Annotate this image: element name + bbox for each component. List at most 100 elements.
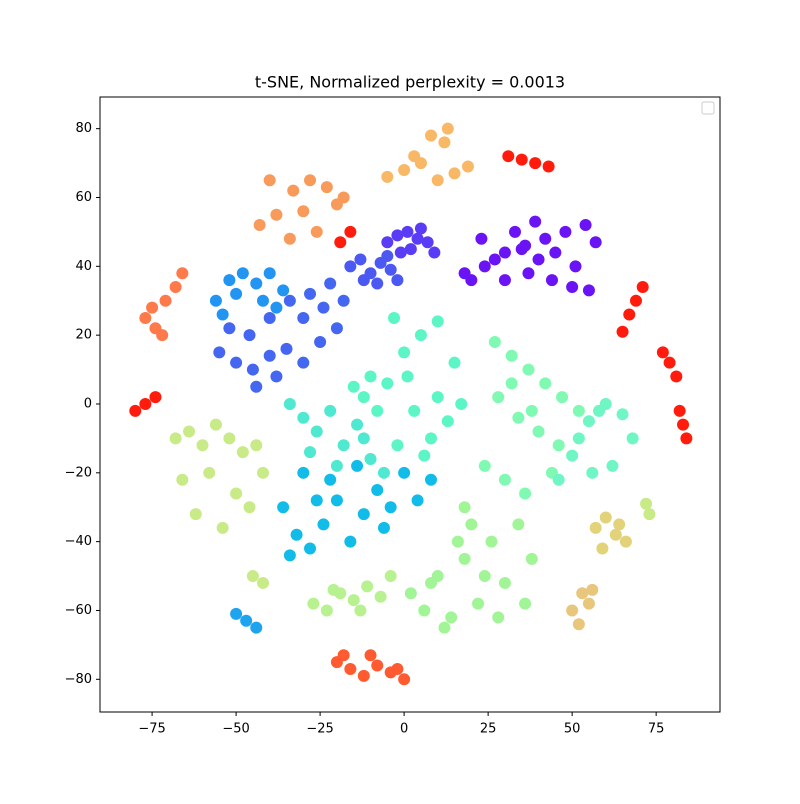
- point: [381, 249, 394, 262]
- point: [606, 459, 619, 472]
- point: [677, 418, 690, 431]
- point: [216, 521, 229, 534]
- point: [337, 649, 350, 662]
- point: [256, 576, 269, 589]
- point: [354, 604, 367, 617]
- point: [324, 277, 337, 290]
- point: [310, 225, 323, 238]
- point: [586, 583, 599, 596]
- point: [250, 277, 263, 290]
- point: [176, 473, 189, 486]
- point: [532, 425, 545, 438]
- point: [361, 580, 374, 593]
- point: [404, 587, 417, 600]
- point: [505, 349, 518, 362]
- point: [330, 459, 343, 472]
- point: [623, 308, 636, 321]
- point: [414, 329, 427, 342]
- point: [656, 346, 669, 359]
- point: [250, 380, 263, 393]
- point: [519, 487, 532, 500]
- point: [566, 449, 579, 462]
- point: [351, 418, 364, 431]
- point: [230, 607, 243, 620]
- point: [404, 243, 417, 256]
- point: [431, 391, 444, 404]
- point: [478, 260, 491, 273]
- point: [213, 346, 226, 359]
- point: [357, 432, 370, 445]
- point: [425, 432, 438, 445]
- x-tick-label: −50: [222, 722, 249, 737]
- point: [223, 274, 236, 287]
- point: [512, 411, 525, 424]
- point: [438, 621, 451, 634]
- point: [478, 570, 491, 583]
- point: [619, 535, 632, 548]
- point: [183, 425, 196, 438]
- point: [418, 604, 431, 617]
- point: [334, 236, 347, 249]
- point: [287, 184, 300, 197]
- point: [525, 552, 538, 565]
- point: [129, 404, 142, 417]
- point: [347, 380, 360, 393]
- point: [586, 466, 599, 479]
- point: [418, 449, 431, 462]
- point: [458, 501, 471, 514]
- point: [324, 404, 337, 417]
- point: [512, 518, 525, 531]
- point: [398, 673, 411, 686]
- point: [314, 336, 327, 349]
- points: [129, 122, 693, 686]
- point: [509, 225, 522, 238]
- point: [384, 501, 397, 514]
- point: [283, 294, 296, 307]
- point: [263, 311, 276, 324]
- point: [478, 459, 491, 472]
- point: [391, 274, 404, 287]
- point: [636, 280, 649, 293]
- point: [357, 391, 370, 404]
- point: [441, 122, 454, 135]
- point: [277, 284, 290, 297]
- point: [411, 232, 424, 245]
- point: [304, 542, 317, 555]
- point: [283, 232, 296, 245]
- point: [640, 497, 653, 510]
- point: [572, 618, 585, 631]
- point: [310, 425, 323, 438]
- point: [381, 236, 394, 249]
- point: [428, 246, 441, 259]
- point: [250, 621, 263, 634]
- point: [169, 280, 182, 293]
- y-tick-label: 20: [75, 328, 92, 343]
- point: [381, 377, 394, 390]
- point: [431, 174, 444, 187]
- point: [377, 521, 390, 534]
- point: [230, 287, 243, 300]
- point: [209, 294, 222, 307]
- point: [488, 336, 501, 349]
- point: [398, 346, 411, 359]
- point: [529, 157, 542, 170]
- point: [475, 232, 488, 245]
- point: [398, 163, 411, 176]
- point: [384, 570, 397, 583]
- point: [310, 494, 323, 507]
- point: [320, 604, 333, 617]
- point: [189, 508, 202, 521]
- point: [572, 432, 585, 445]
- point: [290, 528, 303, 541]
- point: [542, 160, 555, 173]
- point: [209, 418, 222, 431]
- point: [216, 308, 229, 321]
- point: [613, 518, 626, 531]
- point: [589, 236, 602, 249]
- point: [572, 404, 585, 417]
- point: [559, 225, 572, 238]
- point: [223, 432, 236, 445]
- x-tick-label: 0: [400, 722, 408, 737]
- point: [277, 501, 290, 514]
- y-tick-label: 80: [75, 121, 92, 136]
